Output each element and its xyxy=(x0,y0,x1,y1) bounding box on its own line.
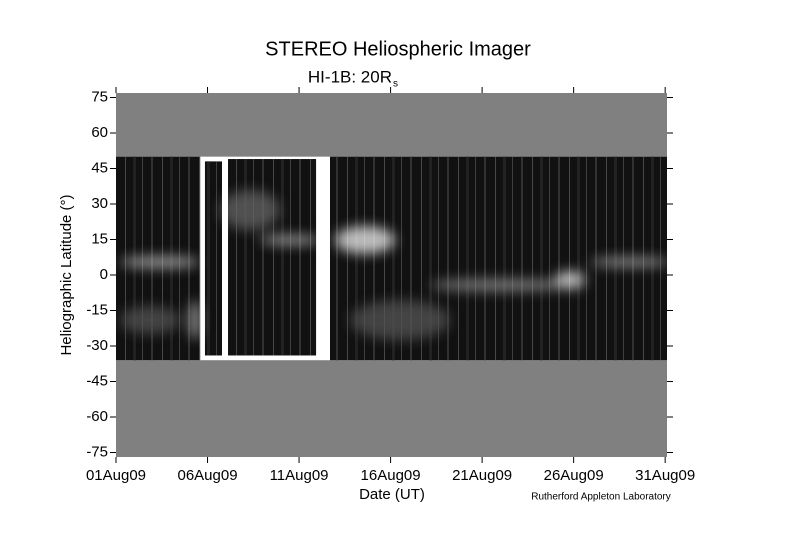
x-tick-label: 26Aug09 xyxy=(544,467,604,484)
y-tick-label: 75 xyxy=(91,88,108,105)
y-tick-label: -15 xyxy=(86,301,108,318)
y-tick-label: 30 xyxy=(91,195,108,212)
y-tick-label: -30 xyxy=(86,337,108,354)
axes: -75 -60 -45 -30 -15 0 15 30 45 60 75 01Aug09 06Aug09… xyxy=(86,87,695,484)
x-tick-label: 01Aug09 xyxy=(86,467,146,484)
y-axis-label: Heliographic Latitude (°) xyxy=(58,194,75,355)
y-tick-label: 45 xyxy=(91,159,108,176)
x-tick-label: 06Aug09 xyxy=(177,467,237,484)
x-tick-label: 16Aug09 xyxy=(361,467,421,484)
chart-title: STEREO Heliospheric Imager xyxy=(265,38,531,60)
y-tick-label: -45 xyxy=(86,372,108,389)
x-axis-label: Date (UT) xyxy=(359,486,425,503)
y-tick-label: -60 xyxy=(86,408,108,425)
x-tick-label: 31Aug09 xyxy=(635,467,695,484)
chart-subtitle: HI-1B: 20R xyxy=(308,67,392,86)
y-tick-label: 0 xyxy=(100,266,108,283)
y-tick-label: 15 xyxy=(91,230,108,247)
x-tick-label: 11Aug09 xyxy=(270,467,329,484)
image-texture xyxy=(116,156,667,361)
x-tick-label: 21Aug09 xyxy=(452,467,512,484)
y-tick-label: -75 xyxy=(86,443,108,460)
chart-subtitle-subscript: s xyxy=(393,79,398,90)
y-tick-label: 60 xyxy=(91,124,108,141)
credit: Rutherford Appleton Laboratory xyxy=(531,492,671,503)
